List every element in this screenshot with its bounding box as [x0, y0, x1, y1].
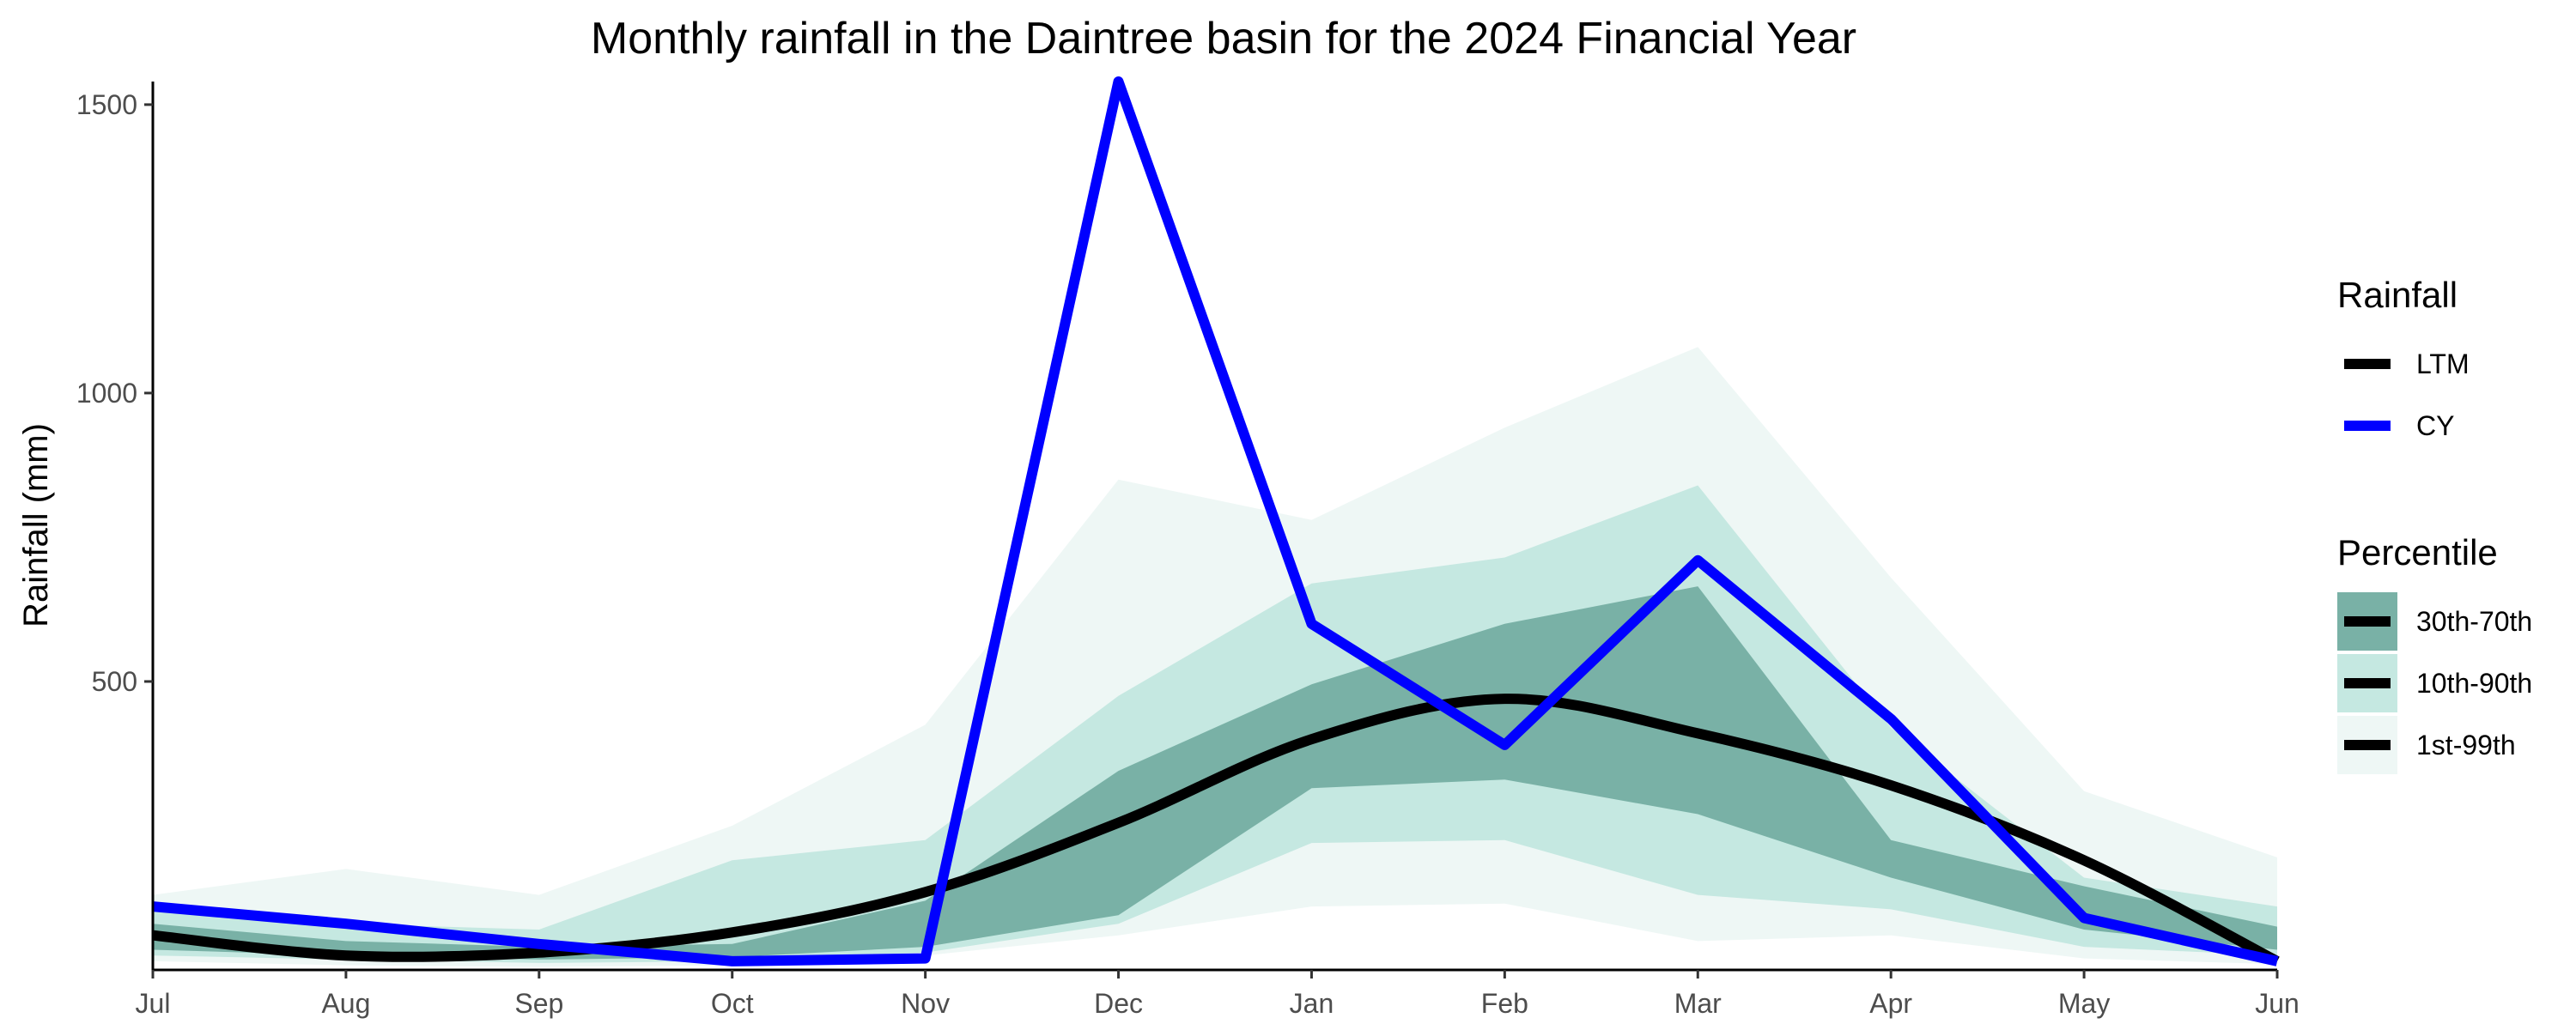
y-tick-label: 1500	[76, 89, 137, 120]
x-tick-label: Jun	[2255, 988, 2300, 1019]
percentile-bands	[153, 347, 2277, 967]
legend-title-rainfall: Rainfall	[2337, 275, 2458, 315]
x-tick-label: May	[2058, 988, 2110, 1019]
y-axis-label: Rainfall (mm)	[17, 423, 55, 627]
y-tick-label: 1000	[76, 378, 137, 409]
x-tick-label: Dec	[1094, 988, 1143, 1019]
band-30th-70th	[153, 586, 2277, 960]
x-tick-label: Mar	[1674, 988, 1722, 1019]
series-line-ltm	[152, 694, 2280, 966]
x-tick-label: Jan	[1290, 988, 1334, 1019]
x-tick-label: Oct	[711, 988, 754, 1019]
x-tick-label: Nov	[901, 988, 950, 1019]
legend-label-30th-70th: 30th-70th	[2416, 606, 2532, 637]
legend-label-ltm: LTM	[2416, 348, 2470, 379]
x-tick-label: Feb	[1481, 988, 1528, 1019]
rainfall-lines	[152, 76, 2280, 966]
x-tick-label: Jul	[136, 988, 171, 1019]
x-tick-label: Aug	[321, 988, 370, 1019]
tick-labels: Jul Aug Sep Oct Nov Dec Jan Feb Mar Apr May Jun 500 1…	[76, 89, 2300, 1019]
chart-title: Monthly rainfall in the Daintree basin f…	[591, 14, 1856, 64]
series-line-cy	[152, 76, 2279, 966]
axes	[151, 82, 2277, 972]
legend-title-percentile: Percentile	[2337, 532, 2498, 573]
legend-label-cy: CY	[2416, 410, 2454, 441]
legend-label-1st-99th: 1st-99th	[2416, 730, 2516, 760]
x-tick-label: Sep	[514, 988, 563, 1019]
legend: Rainfall Percentile LTM CY 30th-70th 10th-9…	[2337, 275, 2532, 774]
y-tick-label: 500	[92, 666, 137, 697]
legend-label-10th-90th: 10th-90th	[2416, 668, 2532, 699]
x-tick-label: Apr	[1869, 988, 1912, 1019]
